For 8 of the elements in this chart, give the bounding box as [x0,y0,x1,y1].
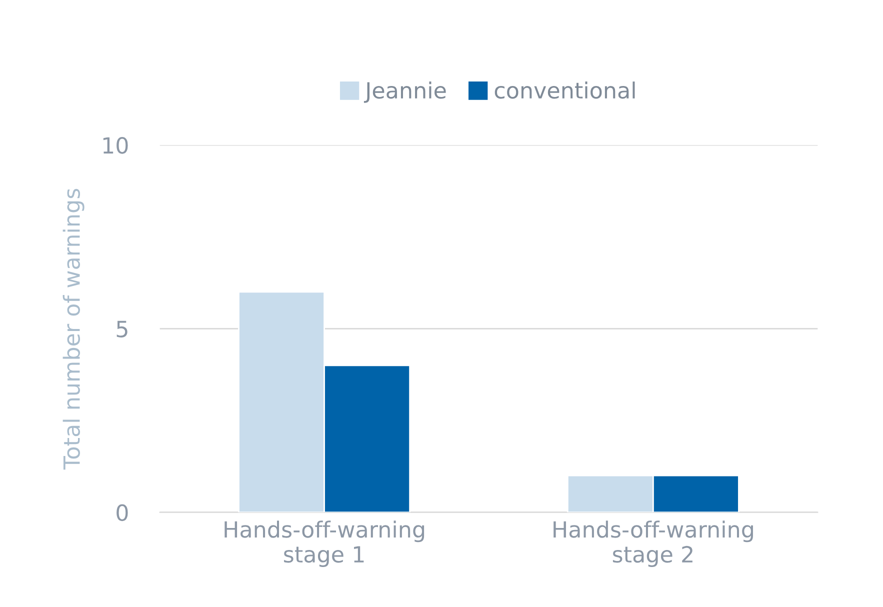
y-tick-label: 10 [103,137,128,154]
y-axis-title: Total number of warnings [62,188,84,470]
y-tick-label: 0 [116,504,128,522]
y-tick-label: 5 [116,320,128,338]
legend-label: Jeannie [364,82,446,103]
x-tick-label: Hands-off-warning stage 1 [224,520,424,568]
x-tick-label: Hands-off-warning stage 2 [554,520,753,568]
legend-label: conventional [494,82,635,99]
